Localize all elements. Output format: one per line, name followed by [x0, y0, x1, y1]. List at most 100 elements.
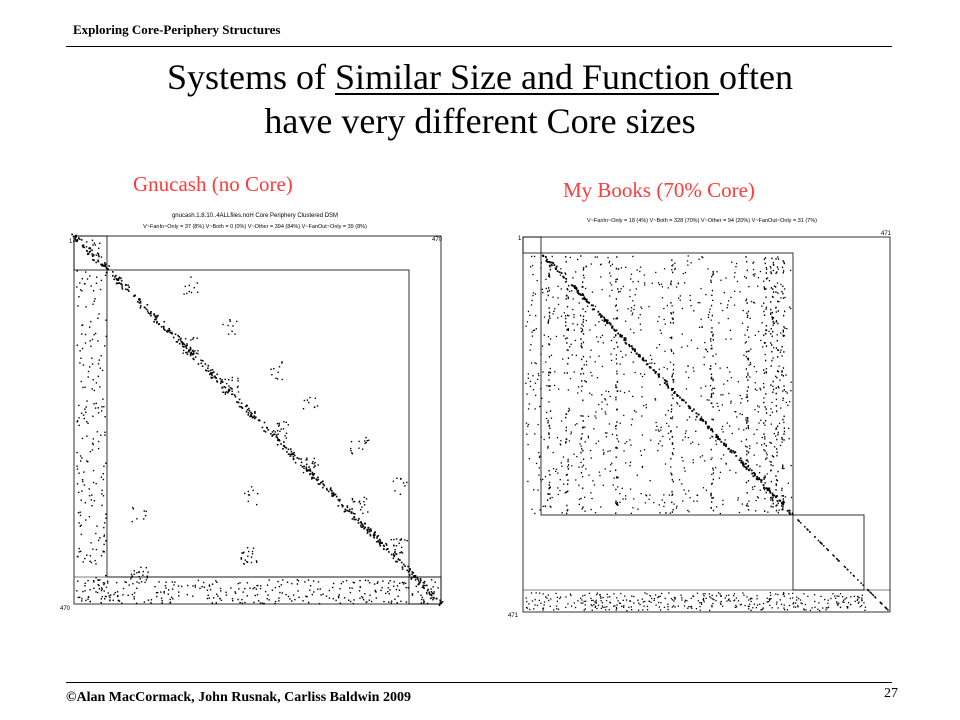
right-diagonal-dot — [710, 427, 713, 430]
right-diagonal-dot — [562, 275, 565, 278]
right-core-dot — [526, 321, 529, 323]
right-core-dot — [598, 403, 600, 406]
right-fanout-row-dot — [674, 606, 676, 608]
right-core-dot — [589, 392, 591, 394]
right-fanout-row-dot — [581, 599, 583, 601]
right-core-dot — [705, 385, 707, 387]
right-diagonal-dot — [587, 301, 590, 304]
right-core-dot — [718, 477, 720, 479]
right-core-dot — [641, 307, 643, 310]
right-core-column-dot — [711, 294, 713, 297]
right-core-dot — [625, 462, 627, 464]
right-core-column-dot — [548, 312, 551, 314]
left-fanin-column-dot — [77, 596, 79, 599]
right-core-column-dot — [582, 321, 584, 323]
right-diagonal-dot — [635, 352, 638, 355]
right-fanout-row-dot — [836, 602, 838, 604]
right-core-column-dot — [763, 302, 765, 305]
right-core-column-dot — [712, 270, 714, 273]
right-core-column-dot — [746, 390, 748, 392]
right-core-column-dot — [770, 499, 772, 501]
right-core-dot — [714, 467, 717, 469]
left-diagonal-dot — [210, 376, 212, 379]
right-core-dot — [687, 264, 689, 266]
right-core-dot — [661, 286, 664, 288]
left-diagonal-dot — [277, 439, 279, 441]
right-core-dot — [576, 423, 578, 425]
right-fanout-row-dot — [639, 603, 641, 606]
right-core-column-dot — [777, 292, 779, 294]
right-core-dot — [738, 511, 741, 514]
right-core-dot — [712, 436, 714, 438]
right-core-column-dot — [783, 430, 786, 433]
right-core-dot — [719, 471, 722, 473]
right-core-dot — [590, 508, 592, 511]
left-fanout-row-dot — [124, 581, 126, 583]
left-fanout-row-dot — [178, 591, 180, 593]
right-core-dot — [780, 349, 782, 351]
left-diagonal-dot — [74, 236, 77, 239]
right-core-dot — [711, 473, 713, 476]
left-fanout-row-dot — [140, 581, 143, 583]
right-core-column-dot — [581, 297, 584, 300]
left-cluster-dot — [366, 440, 368, 442]
left-diagonal-dot — [360, 521, 362, 523]
left-fanout-row-dot — [274, 600, 277, 603]
right-core-dot — [592, 480, 594, 482]
right-core-dot — [590, 492, 592, 494]
right-diagonal-dot — [604, 319, 607, 322]
left-diagonal-dot — [139, 298, 141, 300]
right-fanout-row-dot — [861, 599, 863, 601]
right-core-column-dot — [617, 390, 619, 392]
right-core-dot — [705, 489, 708, 491]
right-core-column-dot — [781, 505, 783, 507]
left-cluster-dot — [285, 432, 288, 434]
left-diagonal-dot — [273, 433, 276, 436]
right-core-column-dot — [671, 501, 673, 504]
right-core-column-dot — [581, 346, 583, 348]
left-dsm-caption-1: gnucash.1.8.10..4ALLfiles.noH Core Perip… — [172, 213, 338, 219]
right-core-column-dot — [783, 467, 785, 470]
right-diagonal-dot — [681, 399, 683, 401]
right-core-dot — [625, 266, 627, 268]
left-fanout-row-dot — [306, 596, 308, 598]
left-diagonal-dot — [368, 530, 371, 533]
right-diagonal-dot — [742, 464, 745, 467]
left-cluster-dot — [306, 470, 308, 472]
right-fanout-row-dot — [570, 594, 572, 597]
right-core-dot — [604, 324, 607, 326]
right-core-dot — [770, 408, 772, 410]
right-fanout-row-dot — [533, 608, 535, 610]
left-diagonal-dot — [120, 277, 122, 280]
right-core-column-dot — [566, 288, 568, 290]
right-core-dot — [620, 288, 622, 290]
left-diagonal-dot — [112, 271, 114, 273]
left-cluster-dot — [229, 319, 231, 321]
left-diagonal-dot — [164, 329, 166, 331]
right-core-dot — [611, 263, 614, 265]
right-core-dot — [745, 341, 747, 343]
left-fanin-column-dot — [102, 398, 104, 400]
right-fanout-row-dot — [771, 607, 773, 609]
right-core-dot — [639, 270, 641, 273]
right-core-dot — [560, 462, 562, 464]
title-line2: have very different Core sizes — [264, 101, 696, 141]
right-core-column-dot — [672, 368, 675, 371]
right-core-column-dot — [616, 341, 618, 344]
right-core-dot — [633, 304, 635, 307]
right-core-column-dot — [776, 495, 778, 497]
right-core-dot — [749, 447, 751, 450]
right-diagonal-dot — [579, 293, 582, 296]
left-diagonal-dot — [261, 426, 264, 429]
right-core-dot — [636, 474, 638, 476]
left-fanout-row-dot — [274, 586, 277, 589]
right-core-column-dot — [711, 275, 713, 278]
right-core-dot — [676, 426, 678, 428]
left-diagonal-dot — [89, 250, 92, 253]
left-fanin-column-dot — [94, 244, 96, 246]
right-fanout-row-dot — [553, 609, 555, 611]
right-core-dot — [658, 284, 661, 286]
left-diagonal-dot — [318, 483, 321, 485]
right-core-dot — [587, 437, 590, 439]
left-cluster-dot — [277, 433, 279, 435]
